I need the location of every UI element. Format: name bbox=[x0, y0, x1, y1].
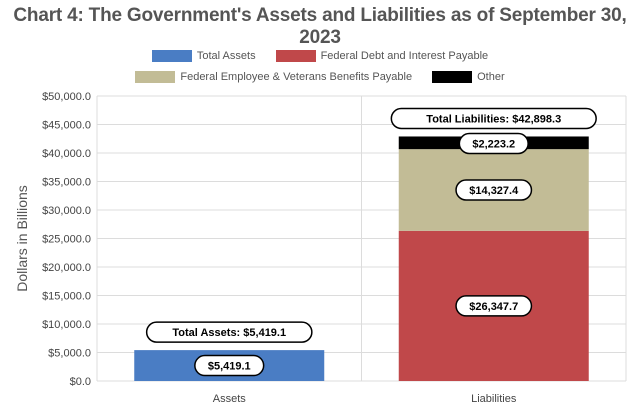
data-label: $5,419.1 bbox=[208, 361, 251, 373]
legend-label-benefits-payable: Federal Employee & Veterans Benefits Pay… bbox=[180, 71, 413, 83]
y-tick-label: $0.0 bbox=[70, 376, 91, 388]
data-label-pill bbox=[458, 132, 529, 155]
legend-swatch-benefits-payable bbox=[135, 71, 176, 83]
legend-label-other: Other bbox=[477, 71, 505, 83]
legend-item-federal-debt[interactable]: Federal Debt and Interest Payable bbox=[275, 50, 489, 62]
data-label-pill bbox=[455, 295, 533, 317]
total-label-pill bbox=[145, 321, 313, 343]
y-axis-title: Dollars in Billions bbox=[14, 185, 30, 292]
y-tick-label: $20,000.0 bbox=[42, 262, 91, 274]
legend-item-other[interactable]: Other bbox=[432, 71, 505, 83]
y-tick-label: $15,000.0 bbox=[42, 291, 91, 303]
chart-title: Chart 4: The Government's Assets and Lia… bbox=[13, 5, 627, 48]
legend-item-total-assets[interactable]: Total Assets bbox=[151, 50, 256, 62]
total-label-pill bbox=[390, 107, 597, 130]
x-tick-label: Assets bbox=[213, 393, 247, 405]
legend-label-total-assets: Total Assets bbox=[196, 50, 256, 62]
legend-row-1: Total Assets Federal Debt and Interest P… bbox=[0, 50, 640, 62]
y-tick-label: $40,000.0 bbox=[42, 148, 91, 160]
data-label-pill bbox=[455, 179, 533, 201]
data-label: $14,327.4 bbox=[469, 185, 519, 197]
y-tick-label: $35,000.0 bbox=[42, 177, 91, 189]
legend-label-federal-debt: Federal Debt and Interest Payable bbox=[320, 50, 489, 62]
legend-item-benefits-payable[interactable]: Federal Employee & Veterans Benefits Pay… bbox=[135, 71, 412, 83]
x-tick-label: Liabilities bbox=[471, 393, 517, 405]
y-tick-label: $25,000.0 bbox=[42, 234, 91, 246]
total-label: Total Assets: $5,419.1 bbox=[172, 327, 286, 339]
data-label: $2,223.2 bbox=[472, 138, 515, 150]
y-tick-label: $5,000.0 bbox=[48, 348, 91, 360]
data-label: $26,347.7 bbox=[469, 301, 518, 313]
total-label: Total Liabilities: $42,898.3 bbox=[426, 113, 561, 125]
legend-swatch-other bbox=[432, 71, 473, 83]
y-tick-label: $30,000.0 bbox=[42, 205, 91, 217]
legend-swatch-total-assets bbox=[151, 50, 192, 62]
legend-swatch-federal-debt bbox=[275, 50, 316, 62]
y-tick-label: $10,000.0 bbox=[42, 319, 91, 331]
y-tick-label: $45,000.0 bbox=[42, 120, 91, 132]
data-label-pill bbox=[194, 354, 265, 377]
legend-row-2: Federal Employee & Veterans Benefits Pay… bbox=[0, 71, 640, 83]
y-tick-label: $50,000.0 bbox=[42, 91, 91, 103]
